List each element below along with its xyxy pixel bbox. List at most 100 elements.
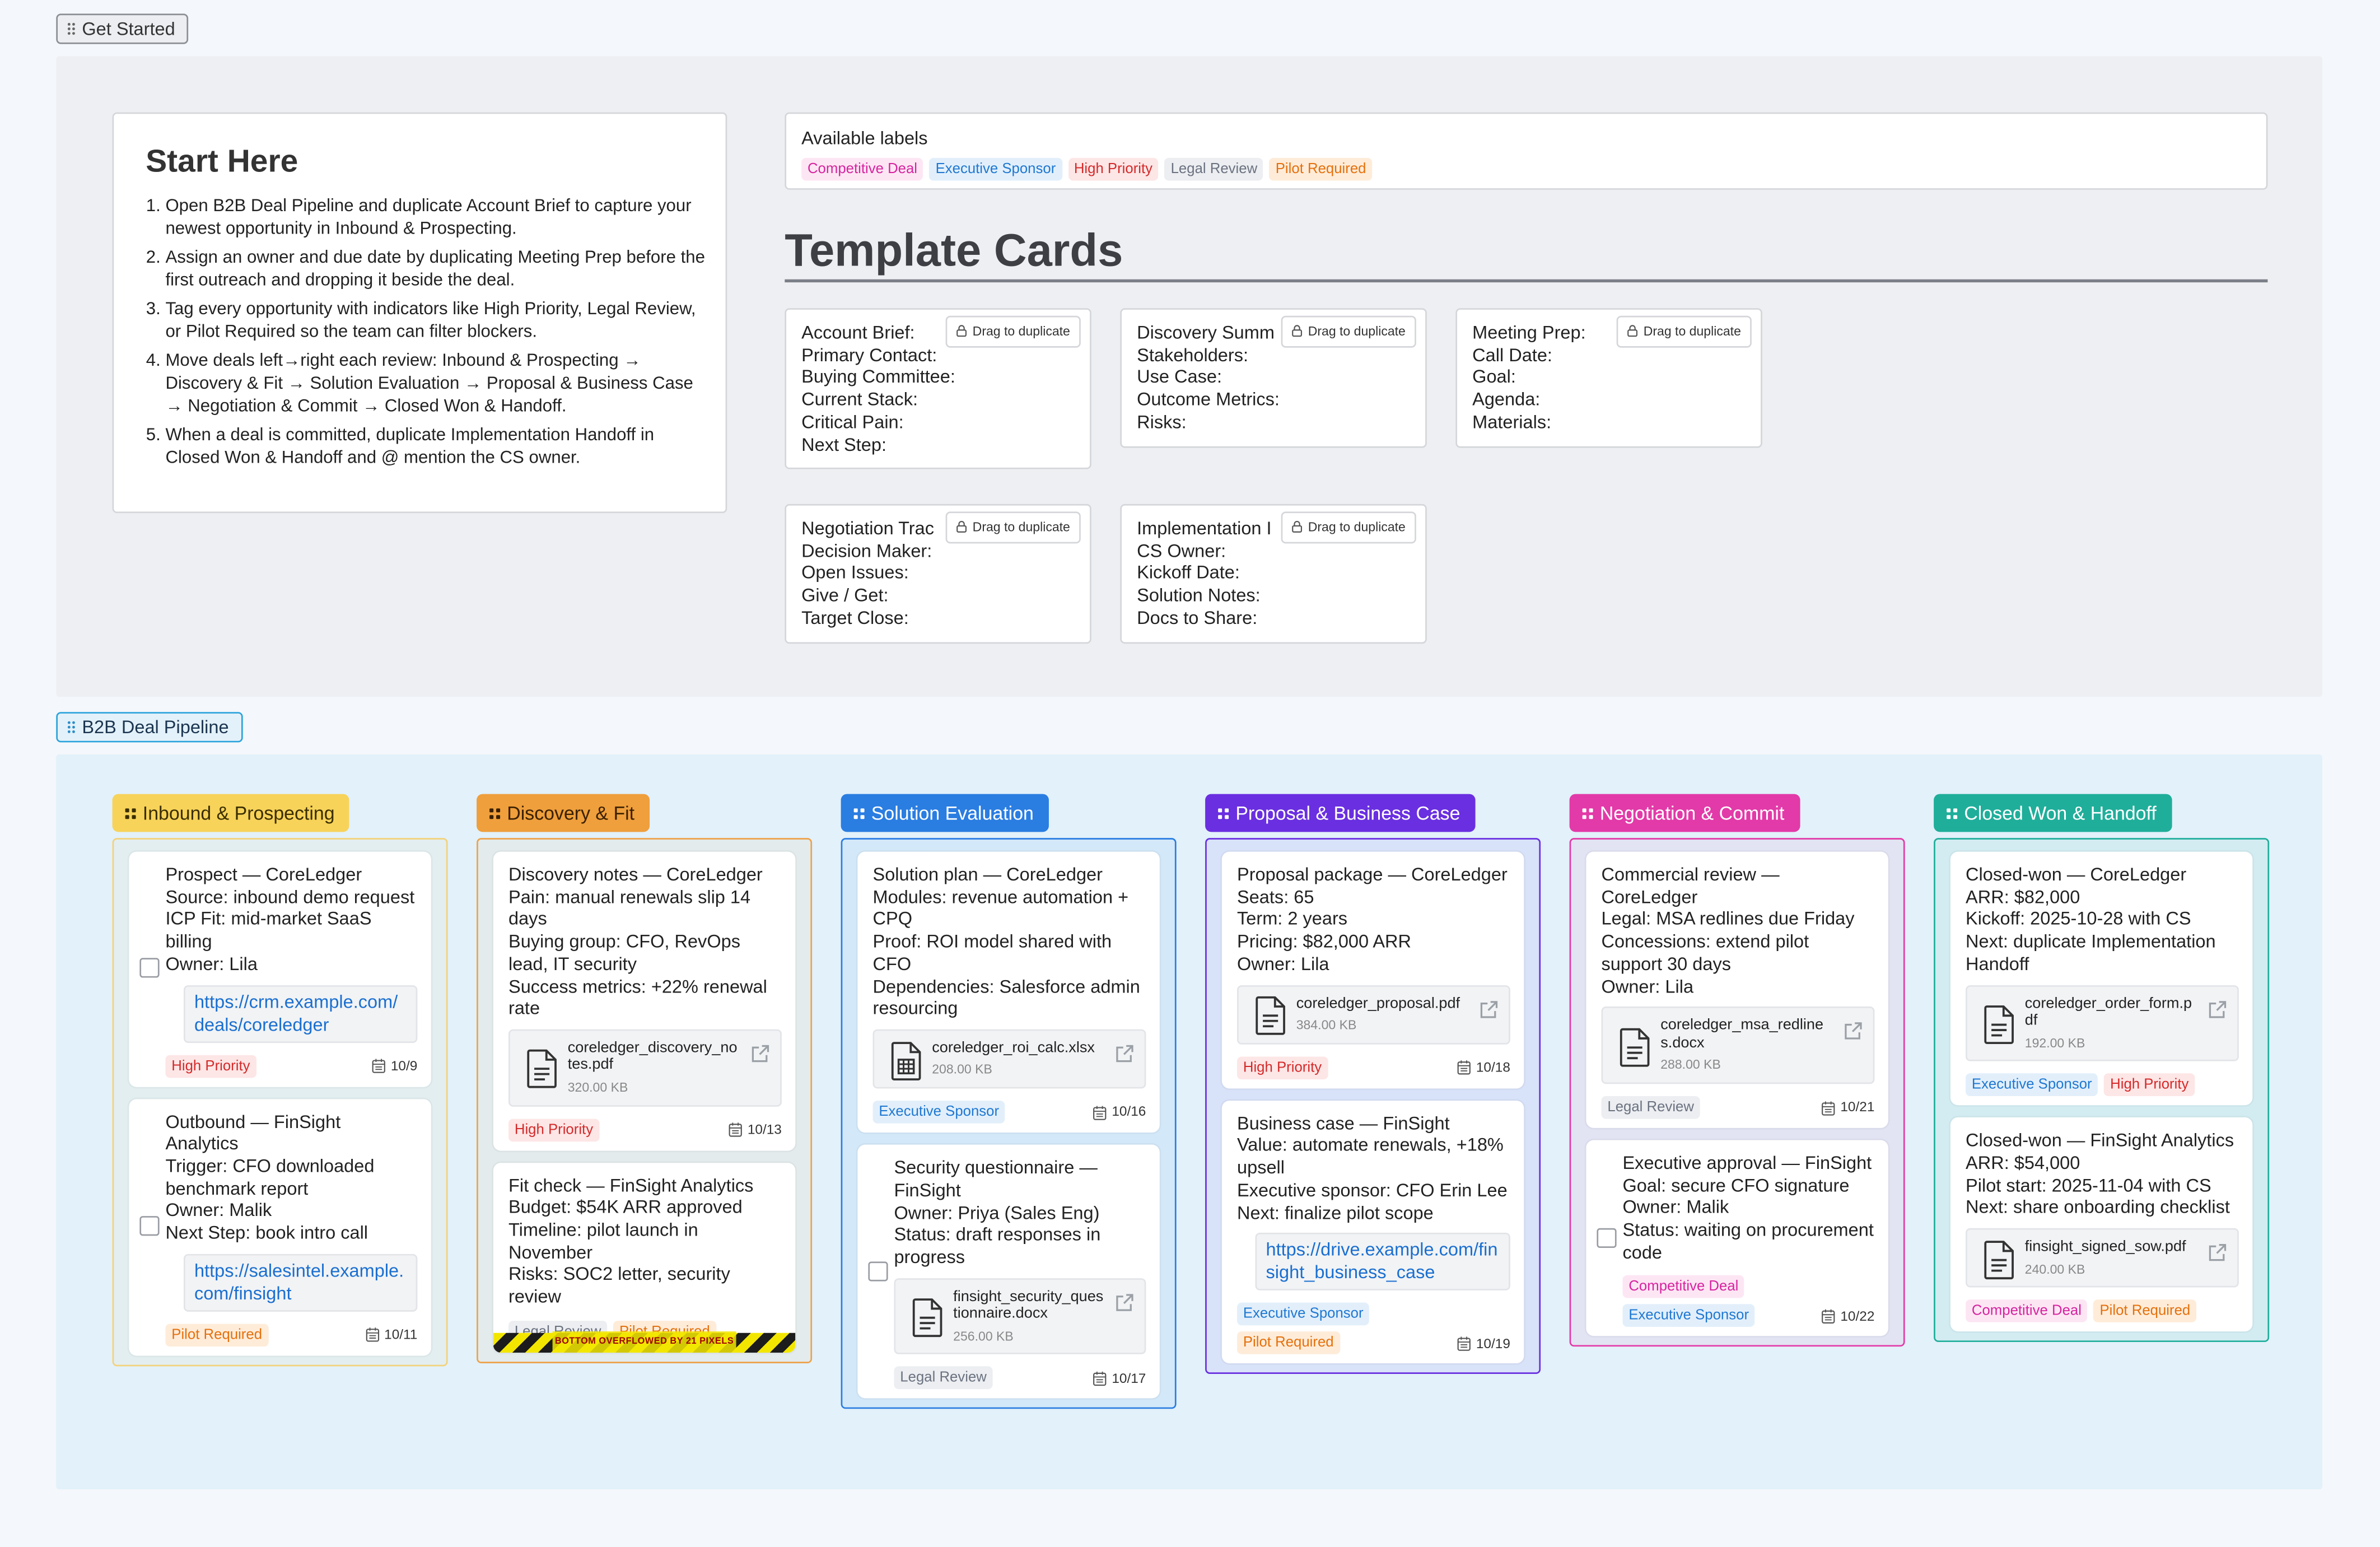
template-line: Outcome Metrics: [1137,389,1280,411]
card-line: Next Step: book intro call [165,1222,368,1243]
tag: Executive Sponsor [872,1101,1005,1124]
deal-card[interactable]: Closed-won — FinSight Analytics ARR: $54,… [1950,1117,2253,1332]
tag: Legal Review [894,1367,993,1390]
open-file-icon[interactable] [2207,998,2228,1019]
column-body: Closed-won — CoreLedger ARR: $82,000 Kicko… [1934,838,2270,1343]
open-file-icon[interactable] [1478,998,1500,1019]
card-link[interactable]: https://crm.example.com/deals/coreledger [183,984,418,1042]
drag-button[interactable]: Drag to duplicate [1616,315,1752,347]
file-attachment[interactable]: coreledger_proposal.pdf 384.00 KB [1237,984,1510,1045]
checkbox[interactable] [139,958,160,978]
label-chip: Legal Review [1164,157,1264,181]
deal-card[interactable]: Business case — FinSight Value: automate … [1221,1100,1524,1364]
template-card[interactable]: Negotiation Trac Decision Maker: Open Issu… [785,504,1091,643]
card-line: Modules: revenue automation + CPQ [872,886,1129,930]
due-date: 10/9 [372,1055,417,1077]
template-line: Current Stack: [801,389,918,411]
file-attachment[interactable]: finsight_signed_sow.pdf 240.00 KB [1966,1228,2239,1288]
column-header[interactable]: Discovery & Fit [477,794,650,832]
template-card[interactable]: Meeting Prep: Call Date: Goal: Agenda: Mater… [1455,308,1762,448]
card-line: Status: draft responses in progress [894,1224,1101,1268]
file-attachment[interactable]: finsight_security_questionnaire.docx 256.… [894,1278,1146,1355]
drag-button[interactable]: Drag to duplicate [1280,315,1416,347]
column-title: Inbound & Prospecting [142,802,335,824]
file-size: 320.00 KB [567,1079,628,1095]
deal-card[interactable]: Discovery notes — CoreLedger Pain: manual… [493,851,796,1150]
tag: Competitive Deal [1966,1299,2088,1323]
step: Move deals left→right each review: Inbou… [165,351,710,419]
deal-card[interactable]: Fit check — FinSight Analytics Budget: $5… [493,1162,796,1353]
card-line: Closed-won — CoreLedger [1966,864,2187,886]
file-size: 256.00 KB [953,1327,1014,1343]
template-line: Target Close: [801,607,909,628]
file-attachment[interactable]: coreledger_msa_redlines.docx 288.00 KB [1601,1007,1875,1084]
tag-list: Legal Review [1601,1096,1700,1119]
due-date: 10/22 [1822,1305,1875,1327]
template-card[interactable]: Discovery Summ Stakeholders: Use Case: Outc… [1120,308,1427,448]
file-icon [1984,1240,2014,1279]
checkbox[interactable] [868,1261,888,1281]
card-line: Security questionnaire — FinSight [894,1157,1098,1201]
column-body: Prospect — CoreLedger Source: inbound dem… [112,838,448,1366]
tag: Pilot Required [165,1323,268,1346]
date-text: 10/22 [1840,1308,1875,1324]
tag: Executive Sponsor [1622,1304,1755,1328]
open-file-icon[interactable] [1114,1292,1135,1313]
deal-card[interactable]: Solution plan — CoreLedger Modules: reven… [857,851,1160,1133]
file-attachment[interactable]: coreledger_roi_calc.xlsx 208.00 KB [872,1029,1146,1089]
card-line: Concessions: extend pilot support 30 day… [1601,930,1809,975]
column: Discovery & Fit Discovery notes — CoreLed… [477,794,813,1363]
checkbox[interactable] [1597,1227,1617,1248]
file-name: coreledger_msa_redlines.docx [1660,1017,1824,1052]
deal-card[interactable]: Commercial review — CoreLedger Legal: MSA… [1586,851,1888,1128]
date-text: 10/19 [1476,1335,1510,1351]
section-tab[interactable]: Get Started [56,13,189,44]
section-tab[interactable]: B2B Deal Pipeline [56,712,242,743]
tag-list: Pilot Required [165,1323,268,1346]
card-link[interactable]: https://drive.example.com/finsight_busin… [1255,1233,1510,1291]
open-file-icon[interactable] [750,1043,771,1064]
calendar-icon [1822,1101,1836,1115]
template-line: Implementation I [1137,518,1272,539]
deal-card[interactable]: Proposal package — CoreLedger Seats: 65 Te… [1221,851,1524,1088]
file-attachment[interactable]: coreledger_discovery_notes.pdf 320.00 KB [508,1029,782,1106]
card-line: Owner: Lila [1601,975,1694,997]
card-line: Timeline: pilot launch in November [508,1219,698,1263]
open-file-icon[interactable] [1842,1021,1864,1042]
file-icon [912,1298,942,1338]
card-line: Risks: SOC2 letter, security review [508,1264,730,1308]
deal-card[interactable]: Outbound — FinSight Analytics Trigger: CF… [129,1098,431,1355]
column-header[interactable]: Proposal & Business Case [1205,794,1476,832]
drag-button[interactable]: Drag to duplicate [945,315,1081,347]
deal-card[interactable]: Executive approval — FinSight Goal: secur… [1586,1140,1888,1337]
file-icon [1984,1005,2014,1044]
calendar-icon [372,1059,386,1074]
step: Open B2B Deal Pipeline and duplicate Acc… [165,196,710,241]
drag-handle [67,721,75,733]
card-link[interactable]: https://salesintel.example.com/finsight [183,1254,418,1312]
file-size: 192.00 KB [2024,1035,2085,1050]
start-here-title: Start Here [146,144,298,179]
template-card[interactable]: Account Brief: Primary Contact: Buying Com… [785,308,1091,470]
checkbox[interactable] [139,1216,160,1236]
drag-button[interactable]: Drag to duplicate [945,511,1081,543]
column-header[interactable]: Negotiation & Commit [1569,794,1800,832]
open-file-icon[interactable] [2207,1242,2228,1263]
column-header[interactable]: Closed Won & Handoff [1934,794,2172,832]
deal-card[interactable]: Closed-won — CoreLedger ARR: $82,000 Kicko… [1950,851,2253,1106]
file-attachment[interactable]: coreledger_order_form.pdf 192.00 KB [1966,984,2239,1062]
drag-button[interactable]: Drag to duplicate [1280,511,1416,543]
deal-card[interactable]: Prospect — CoreLedger Source: inbound dem… [129,851,431,1087]
card-footer: Legal Review 10/21 [1601,1096,1874,1119]
drag-handle [489,807,501,818]
template-card[interactable]: Implementation I CS Owner: Kickoff Date: So… [1120,504,1427,643]
column-header[interactable]: Inbound & Prospecting [112,794,350,832]
deal-card[interactable]: Security questionnaire — FinSight Owner: … [857,1145,1160,1399]
open-file-icon[interactable] [1114,1043,1135,1064]
card-line: Pain: manual renewals slip 14 days [508,886,751,930]
file-meta: coreledger_roi_calc.xlsx 208.00 KB [932,1040,1105,1081]
step: Tag every opportunity with indicators li… [165,299,710,344]
column-header[interactable]: Solution Evaluation [841,794,1049,832]
drag-label: Drag to duplicate [1643,323,1741,339]
